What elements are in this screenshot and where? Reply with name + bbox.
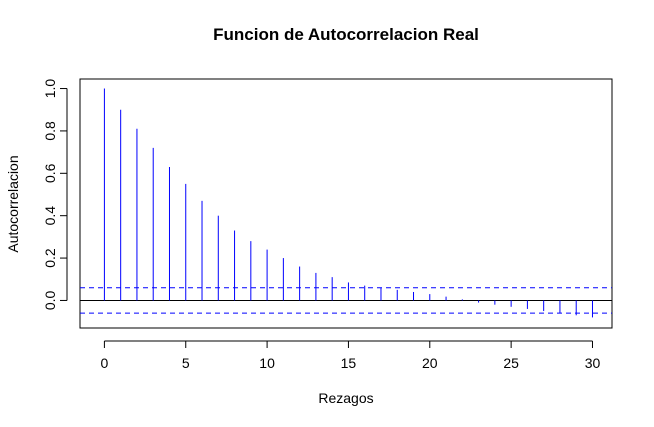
y-tick-label: 0.0: [42, 291, 58, 311]
x-tick-label: 5: [182, 355, 190, 371]
y-tick-label: 1.0: [42, 79, 58, 99]
x-tick-label: 15: [341, 355, 357, 371]
x-tick-label: 20: [422, 355, 438, 371]
plot-frame: [79, 78, 613, 329]
x-tick-label: 25: [503, 355, 519, 371]
y-tick-label: 0.4: [42, 206, 58, 226]
x-axis-label: Rezagos: [318, 390, 373, 406]
x-tick-label: 10: [259, 355, 275, 371]
acf-marks: [80, 88, 612, 318]
chart-title: Funcion de Autocorrelacion Real: [213, 25, 479, 44]
y-axis-label: Autocorrelacion: [5, 155, 21, 252]
y-tick-label: 0.6: [42, 163, 58, 183]
y-axis: 0.0 0.2 0.4 0.6 0.8 1.0: [42, 79, 68, 311]
x-axis: 0 5 10 15 20 25 30: [101, 340, 601, 371]
y-tick-label: 0.8: [42, 121, 58, 141]
y-tick-label: 0.2: [42, 248, 58, 268]
x-tick-label: 0: [101, 355, 109, 371]
x-tick-label: 30: [585, 355, 601, 371]
